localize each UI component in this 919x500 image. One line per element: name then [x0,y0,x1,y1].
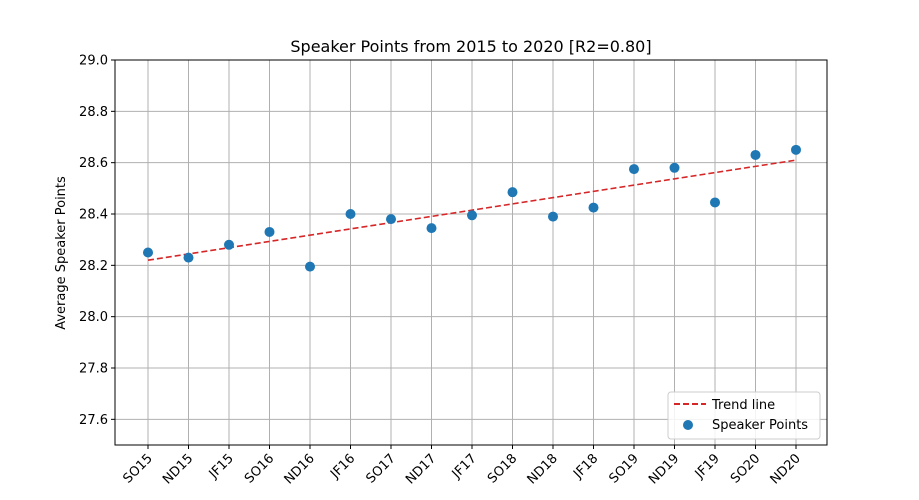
y-axis-ticks: 27.6 27.8 28.0 28.2 28.4 28.6 28.8 29.0 [79,54,115,428]
data-point-so18 [507,187,518,198]
y-axis-label: Average Speaker Points [54,176,69,330]
x-tick-label: ND19 [646,451,682,487]
x-tick-label: ND17 [403,451,439,487]
y-tick-label: 27.6 [79,413,108,428]
x-tick-label: SO18 [485,451,520,486]
x-tick-label: JF19 [692,451,723,482]
data-point-so19 [629,164,639,175]
x-tick-label: JF16 [327,451,358,482]
data-point-jf15 [224,239,234,250]
data-point-jf19 [710,197,720,208]
data-point-so15 [143,247,153,258]
data-point-so16 [264,226,275,237]
trend-line-layer [147,159,797,261]
plot-area-frame [114,59,828,446]
data-point-jf16 [345,209,356,219]
x-axis-ticks: SO15 ND15 JF15 SO16 ND16 JF16 SO17 ND17 JF17 SO18… [120,445,804,487]
y-tick-label: 28.8 [79,105,108,120]
trend-line [147,159,797,261]
x-tick-label: ND16 [282,451,318,487]
y-tick-label: 27.8 [79,362,108,377]
x-tick-label: ND18 [525,451,561,487]
data-point-nd19 [669,162,680,173]
data-point-jf17 [467,210,477,221]
x-tick-label: SO19 [606,451,641,486]
x-tick-label: SO20 [728,451,763,486]
legend-trend-line-label: Trend line [711,398,775,413]
data-point-nd17 [426,223,437,234]
data-point-nd16 [305,261,315,272]
data-point-nd18 [548,211,558,222]
y-tick-label: 28.6 [79,156,108,171]
data-point-so17 [386,214,396,225]
data-point-nd20 [791,144,801,155]
x-tick-label: SO17 [363,451,398,486]
data-point-jf18 [588,202,599,213]
x-tick-label: JF18 [570,451,601,482]
x-tick-label: JF15 [206,451,237,482]
y-tick-label: 28.4 [79,208,108,223]
legend-speaker-points-label: Speaker Points [712,418,808,433]
x-tick-label: ND15 [160,451,196,487]
legend-speaker-points-swatch [683,420,693,430]
y-tick-label: 28.2 [79,259,108,274]
x-tick-label: JF17 [449,451,480,482]
legend: Trend line Speaker Points [667,391,821,440]
y-tick-label: 29.0 [79,54,108,69]
data-points [143,144,801,272]
y-tick-label: 28.0 [79,310,108,325]
x-tick-label: SO16 [242,451,277,486]
chart-title: Speaker Points from 2015 to 2020 [R2=0.8… [290,37,651,56]
data-point-so20 [750,149,761,160]
x-tick-label: SO15 [120,451,155,486]
grid-lines [115,59,827,445]
x-tick-label: ND20 [768,451,804,487]
data-point-nd15 [183,252,194,263]
